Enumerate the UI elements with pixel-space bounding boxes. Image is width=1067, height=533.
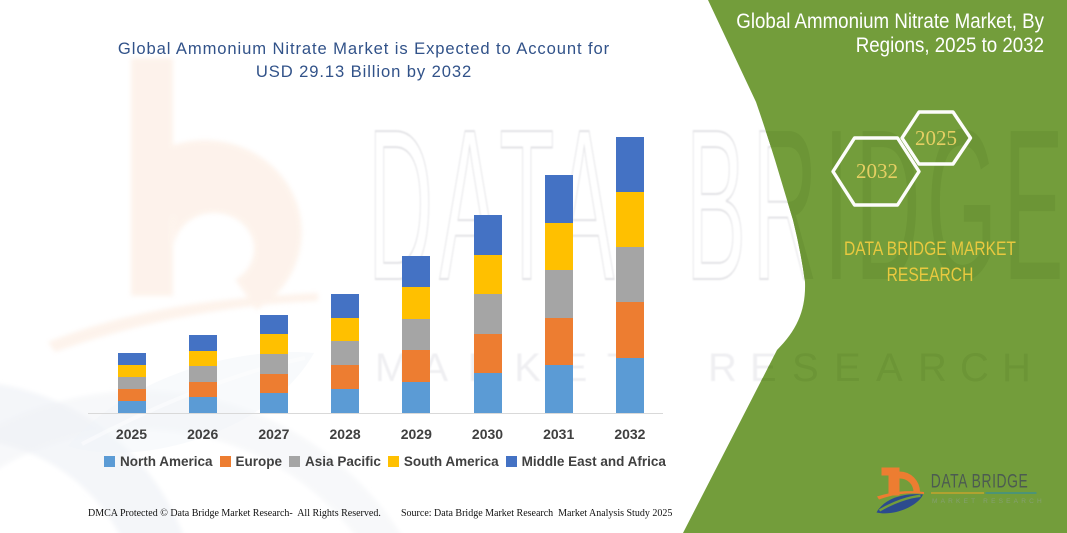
svg-text:MARKET RESEARCH: MARKET RESEARCH	[932, 498, 1045, 505]
svg-text:DATA BRIDGE: DATA BRIDGE	[931, 470, 1029, 492]
svg-text:2025: 2025	[915, 126, 957, 150]
svg-text:MARKETRESEARCH: MARKETRESEARCH	[375, 346, 1031, 390]
svg-text:2032: 2032	[856, 159, 898, 183]
